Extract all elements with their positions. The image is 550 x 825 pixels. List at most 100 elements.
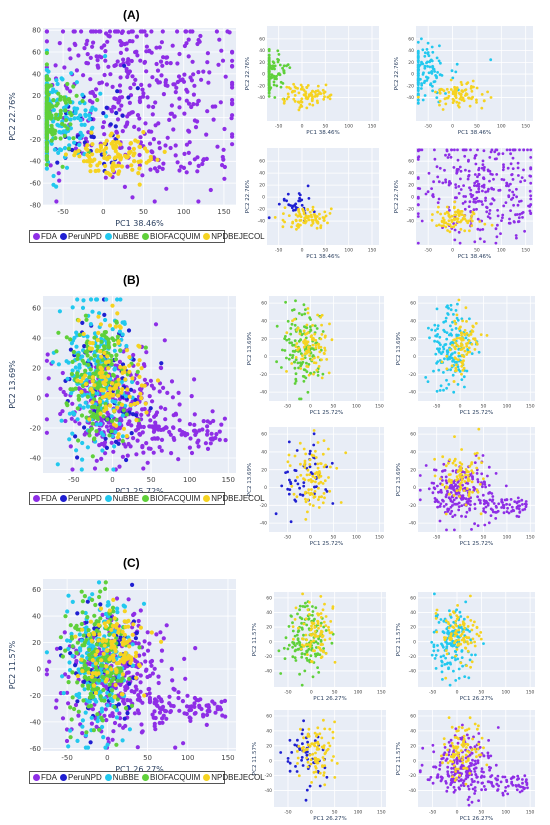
scatter-point-npdbejecol [435,224,438,227]
scatter-point-nubbe [432,369,435,373]
scatter-point-biofacquim [80,683,85,688]
scatter-point-nubbe [454,70,458,74]
scatter-point-fda [154,61,159,67]
scatter-point-fda [467,175,470,178]
scatter-point-fda [187,161,192,166]
y-axis-label: PC2 13.69% [396,463,402,496]
scatter-point-perunpd [306,184,310,188]
scatter-point-npdbejecol [439,477,442,481]
scatter-point-biofacquim [68,705,73,710]
scatter-point-fda [149,658,155,664]
legend-dot-icon [60,233,67,240]
scatter-point-fda [176,690,181,695]
scatter-point-perunpd [159,361,164,366]
scatter-point-biofacquim [102,330,107,335]
scatter-point-nubbe [427,326,430,330]
scatter-point-nubbe [130,379,135,385]
scatter-point-fda [455,496,458,500]
scatter-point-fda [481,163,485,166]
scatter-point-nubbe [470,352,474,355]
scatter-point-fda [525,503,528,506]
scatter-point-npdbejecol [457,105,461,109]
scatter-point-fda [115,117,121,122]
scatter-point-fda [161,713,166,718]
y-tick-label: -20 [30,136,41,144]
scatter-point-fda [482,149,486,153]
scatter-point-npdbejecol [124,155,129,160]
scatter-point-npdbejecol [454,357,458,361]
x-axis-label: PC1 38.46% [306,130,339,136]
scatter-point-biofacquim [58,94,63,99]
scatter-point-fda [445,481,449,485]
scatter-point-nubbe [105,742,110,747]
scatter-point-npdbejecol [120,387,125,392]
scatter-point-biofacquim [68,110,73,115]
scatter-point-nubbe [447,383,451,386]
scatter-point-npdbejecol [315,471,319,474]
scatter-point-npdbejecol [324,463,327,467]
scatter-point-fda [151,137,156,142]
scatter-point-fda [482,177,486,181]
scatter-point-biofacquim [102,698,107,703]
scatter-point-nubbe [103,54,108,59]
scatter-point-fda [132,82,137,87]
scatter-point-biofacquim [113,357,119,362]
scatter-point-npdbejecol [453,213,456,217]
scatter-point-nubbe [82,122,87,127]
scatter-point-biofacquim [103,586,108,591]
scatter-point-npdbejecol [114,622,119,627]
scatter-point-npdbejecol [113,324,118,329]
scatter-point-biofacquim [72,706,77,712]
scatter-point-npdbejecol [90,142,95,147]
scatter-point-perunpd [82,140,87,145]
y-axis-label: PC2 13.69% [247,463,253,496]
scatter-point-fda [444,479,448,482]
scatter-point-fda [145,630,150,635]
scatter-point-nubbe [416,82,420,86]
scatter-point-fda [114,596,120,601]
scatter-point-nubbe [436,333,439,336]
y-tick-label: 60 [261,432,267,438]
y-tick-label: 40 [408,48,414,54]
scatter-point-nubbe [422,71,425,75]
scatter-point-perunpd [113,124,118,129]
scatter-point-fda [102,43,107,48]
scatter-point-fda [157,389,162,394]
scatter-point-nubbe [117,329,122,334]
scatter-point-fda [159,448,164,453]
scatter-point-fda [187,422,193,427]
scatter-point-npdbejecol [285,97,289,101]
x-tick-label: 0 [301,124,304,130]
scatter-point-biofacquim [276,60,280,64]
scatter-point-biofacquim [121,408,126,413]
scatter-point-nubbe [423,66,427,70]
scatter-point-nubbe [451,373,455,377]
scatter-point-fda [508,503,512,506]
scatter-point-npdbejecol [124,434,129,439]
scatter-point-fda [436,500,440,503]
scatter-point-fda [140,173,145,178]
scatter-point-npdbejecol [454,96,458,99]
scatter-point-nubbe [422,81,426,84]
scatter-point-fda [76,713,81,718]
scatter-point-fda [118,716,123,721]
scatter-point-fda [190,29,195,34]
scatter-point-fda [96,65,101,70]
scatter-point-npdbejecol [293,85,297,89]
scatter-point-fda [44,358,50,363]
scatter-point-biofacquim [276,49,280,53]
scatter-point-npdbejecol [89,674,94,679]
scatter-point-fda [127,146,132,151]
scatter-point-biofacquim [44,83,50,88]
scatter-point-npdbejecol [109,627,114,632]
scatter-point-fda [529,194,533,198]
scatter-point-npdbejecol [129,163,134,168]
scatter-point-fda [134,49,139,54]
scatter-point-fda [450,483,453,487]
scatter-point-npdbejecol [319,224,323,228]
scatter-point-fda [152,697,158,702]
scatter-point-fda [518,200,521,203]
scatter-point-fda [448,486,451,490]
scatter-point-biofacquim [87,653,92,658]
scatter-point-fda [138,689,143,694]
